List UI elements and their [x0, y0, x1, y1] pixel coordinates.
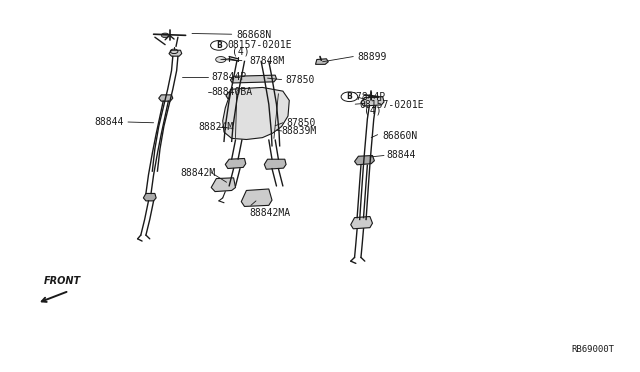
Text: 88844: 88844: [95, 117, 124, 127]
Text: 88844: 88844: [387, 151, 416, 160]
Polygon shape: [241, 189, 272, 206]
Circle shape: [161, 33, 169, 38]
Circle shape: [341, 92, 358, 102]
Polygon shape: [225, 158, 246, 169]
Polygon shape: [361, 97, 384, 106]
Polygon shape: [223, 87, 289, 140]
Circle shape: [216, 57, 226, 62]
Text: 87850: 87850: [285, 75, 315, 85]
Polygon shape: [159, 95, 173, 101]
Text: 86868N: 86868N: [237, 31, 272, 40]
Text: 88842MA: 88842MA: [250, 208, 291, 218]
Text: (4): (4): [232, 46, 250, 56]
Text: 88824M: 88824M: [198, 122, 234, 132]
Polygon shape: [143, 193, 156, 201]
Polygon shape: [264, 103, 287, 112]
Text: 87844P: 87844P: [351, 92, 386, 102]
Text: RB69000T: RB69000T: [572, 345, 614, 354]
Polygon shape: [316, 59, 328, 64]
Text: B: B: [216, 41, 221, 50]
Polygon shape: [169, 50, 182, 56]
Text: 87848M: 87848M: [250, 56, 285, 66]
Text: 88899: 88899: [357, 52, 387, 61]
Text: (4): (4): [364, 106, 381, 116]
Text: FRONT: FRONT: [44, 276, 81, 286]
Text: 08157-0201E: 08157-0201E: [360, 100, 424, 110]
Text: 88840BA: 88840BA: [211, 87, 252, 97]
Text: B: B: [347, 92, 352, 101]
Polygon shape: [351, 217, 372, 229]
Polygon shape: [211, 178, 236, 192]
Polygon shape: [355, 155, 374, 165]
Polygon shape: [230, 75, 276, 83]
Text: 87844P: 87844P: [211, 72, 246, 82]
Text: 87850: 87850: [287, 118, 316, 128]
Text: 88839M: 88839M: [282, 126, 317, 136]
Text: 08157-0201E: 08157-0201E: [227, 41, 292, 50]
Text: 86860N: 86860N: [383, 131, 418, 141]
Text: 88842M: 88842M: [180, 168, 216, 177]
Polygon shape: [264, 159, 286, 169]
Circle shape: [211, 41, 227, 50]
Polygon shape: [226, 91, 250, 99]
